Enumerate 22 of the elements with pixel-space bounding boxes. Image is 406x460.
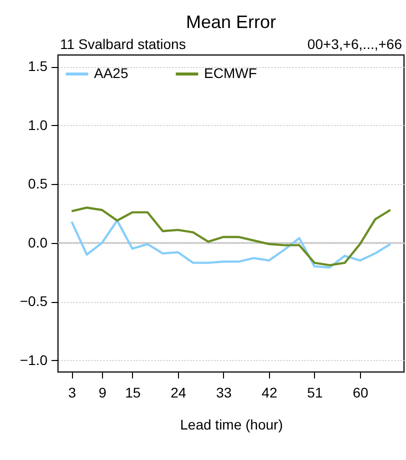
line-series (70, 219, 392, 269)
x-tick-label: 15 (125, 384, 141, 400)
text: 11 Svalbard stations (60, 36, 186, 52)
x-tick-label: 9 (98, 384, 107, 400)
x-tick-label: 60 (352, 384, 368, 400)
y-tick-label: −1.0 (20, 352, 48, 368)
x-tick-label: 24 (170, 384, 186, 400)
legend-label: AA25 (94, 65, 128, 81)
x-axis-title: Lead time (hour) (180, 416, 283, 432)
y-tick-label: −0.5 (20, 293, 48, 310)
x-tick-label: 3 (68, 384, 76, 400)
chart-title: Mean Error (186, 12, 276, 32)
y-tick-label: 0.0 (28, 234, 48, 250)
x-tick-label: 33 (216, 384, 232, 400)
y-tick-label: 1.0 (28, 116, 48, 133)
text: 00+3,+6,...,+66 (307, 36, 402, 52)
y-tick-label: 0.5 (28, 176, 48, 192)
x-tick-label: 42 (262, 384, 278, 400)
x-tick-label: 51 (307, 384, 323, 400)
legend-label: ECMWF (204, 65, 257, 81)
y-tick-label: 1.5 (28, 58, 48, 74)
line-series (70, 206, 392, 266)
